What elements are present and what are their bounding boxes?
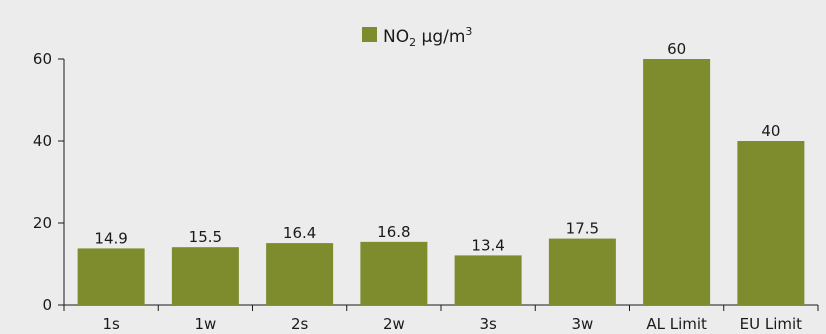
x-tick-label: AL Limit xyxy=(646,315,707,333)
bar xyxy=(77,248,145,305)
x-tick-label: 1w xyxy=(194,315,216,333)
x-tick-label: 3w xyxy=(571,315,593,333)
bar xyxy=(548,238,616,305)
x-tick-label: 1s xyxy=(102,315,120,333)
legend-label-unit: μg/m xyxy=(416,27,465,47)
bar xyxy=(737,141,805,305)
legend-swatch xyxy=(362,27,377,42)
bar xyxy=(360,241,428,305)
x-tick-label: EU Limit xyxy=(740,315,803,333)
y-tick-label: 60 xyxy=(33,50,52,68)
bar xyxy=(454,255,522,305)
bars xyxy=(77,59,805,305)
bar xyxy=(266,243,334,305)
data-label: 16.8 xyxy=(377,223,410,241)
y-tick-label: 0 xyxy=(42,296,52,314)
data-label: 60 xyxy=(667,40,686,58)
legend-label-main: NO xyxy=(383,27,409,47)
legend-label-sup: 3 xyxy=(465,25,472,38)
legend-label-sub: 2 xyxy=(409,36,416,49)
y-tick-label: 20 xyxy=(33,214,52,232)
legend: NO2 μg/m3 xyxy=(362,25,472,49)
data-label: 13.4 xyxy=(471,236,504,254)
data-label: 14.9 xyxy=(94,229,127,247)
data-label: 16.4 xyxy=(283,224,316,242)
legend-label: NO2 μg/m3 xyxy=(383,25,472,49)
data-label: 40 xyxy=(761,122,780,140)
x-tick-label: 2s xyxy=(291,315,309,333)
axes: 0 20 40 60 1s 1w 2s 2w 3s 3w AL Limit EU Limit xyxy=(33,50,819,333)
bar xyxy=(643,59,711,305)
x-tick-label: 2w xyxy=(383,315,405,333)
y-tick-label: 40 xyxy=(33,132,52,150)
x-tick-label: 3s xyxy=(479,315,497,333)
bar xyxy=(171,247,239,305)
data-label: 17.5 xyxy=(566,220,599,238)
data-labels: 14.9 15.5 16.4 16.8 13.4 17.5 60 40 xyxy=(94,40,780,254)
data-label: 15.5 xyxy=(189,228,222,246)
